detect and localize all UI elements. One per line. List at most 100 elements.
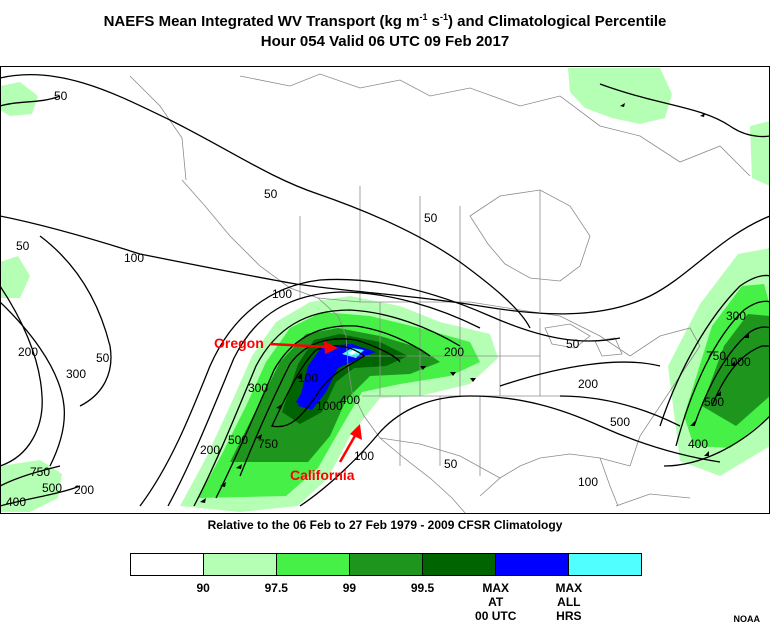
shade-97-northwest <box>0 82 38 116</box>
contour-label: 1000 <box>316 399 343 413</box>
contour-label: 100 <box>578 475 598 489</box>
contour-label: 200 <box>74 483 94 497</box>
map-title-line2: Hour 054 Valid 06 UTC 09 Feb 2017 <box>260 33 510 50</box>
percentile-shading <box>0 68 770 512</box>
contour-500-east <box>559 395 681 427</box>
legend-label: 90 <box>196 581 210 595</box>
california-arrow <box>338 433 358 463</box>
contour-labels: 50 50 50 50 100 100 200 300 50 100 300 5… <box>6 89 751 509</box>
contour-label: 200 <box>578 377 598 391</box>
noaa-credit: NOAA <box>733 614 761 624</box>
east-coast <box>629 327 701 467</box>
legend-label: 97.5 <box>264 581 288 595</box>
contour-100-south <box>299 395 721 507</box>
contour-label: 500 <box>704 395 724 409</box>
contour-label: 750 <box>258 437 278 451</box>
legend-swatch <box>423 554 496 575</box>
contour-50-west <box>39 235 112 407</box>
legend-swatch <box>350 554 423 575</box>
contour-label: 50 <box>16 239 30 253</box>
contour-label: 500 <box>42 481 62 495</box>
contour-label: 50 <box>444 457 458 471</box>
contour-300-ar <box>167 291 481 507</box>
climatology-subtitle: Relative to the 06 Feb to 27 Feb 1979 - … <box>207 518 563 532</box>
contour-label: 100 <box>298 371 318 385</box>
shade-97-farnorth <box>750 121 770 186</box>
flow-arrows <box>200 103 749 503</box>
legend-swatch <box>131 554 204 575</box>
contour-label: 400 <box>340 393 360 407</box>
contour-50-loop <box>0 95 61 107</box>
contour-label: 50 <box>264 187 278 201</box>
contour-300-west <box>0 301 66 467</box>
contour-label: 500 <box>610 415 630 429</box>
contour-label: 300 <box>248 381 268 395</box>
annotations: Oregon California <box>214 335 362 483</box>
contour-200 <box>0 285 43 467</box>
great-lakes <box>544 323 623 357</box>
contour-500-atl <box>675 300 770 447</box>
oregon-arrow <box>269 342 329 349</box>
contour-label: 50 <box>566 337 580 351</box>
contour-200-ar <box>139 278 621 507</box>
contour-label: 750 <box>706 349 726 363</box>
percentile-legend <box>130 553 642 576</box>
legend-label: MAX ALL HRS <box>555 581 583 623</box>
contour-label: 50 <box>54 89 68 103</box>
shade-peak-ar-core <box>348 350 357 355</box>
legend-swatch <box>569 554 641 575</box>
shade-97-sw <box>0 460 62 512</box>
legend-label: 99 <box>342 581 357 595</box>
contour-100-outer <box>0 215 770 315</box>
contour-50-northeast <box>599 83 770 138</box>
contour-label: 300 <box>66 367 86 381</box>
contour-label: 100 <box>354 449 374 463</box>
hudson-bay <box>469 189 591 282</box>
map-title-line1: NAEFS Mean Integrated WV Transport (kg m… <box>103 12 667 30</box>
geography <box>129 73 751 514</box>
us-canada-border <box>317 297 631 357</box>
contour-label: 400 <box>6 495 26 509</box>
shade-97-westblob <box>0 256 30 298</box>
contour-sw-500 <box>0 485 81 507</box>
contour-label: 100 <box>272 287 292 301</box>
cuba <box>615 493 691 507</box>
contour-300-atl <box>659 274 770 427</box>
contour-label: 200 <box>200 443 220 457</box>
legend-label: 99.5 <box>410 581 435 595</box>
contour-400-ar <box>193 309 461 507</box>
contour-label: 750 <box>30 465 50 479</box>
contour-label: 500 <box>228 433 248 447</box>
contour-label: 100 <box>124 251 144 265</box>
contour-200-east <box>499 361 661 387</box>
shade-995-atlantic <box>702 314 770 426</box>
florida <box>599 457 619 507</box>
contour-label: 200 <box>18 345 38 359</box>
oregon-label: Oregon <box>214 335 264 351</box>
contour-label: 50 <box>424 211 438 225</box>
contour-label: 300 <box>726 309 746 323</box>
contour-400-atl <box>663 415 770 467</box>
contour-label: 50 <box>96 351 110 365</box>
province-lines <box>299 186 541 312</box>
canada-arctic <box>239 73 751 177</box>
alaska-coast <box>129 75 187 181</box>
california-arrowhead <box>350 424 362 440</box>
contour-750-atl <box>693 326 770 427</box>
contour-750-ar <box>239 338 401 477</box>
ivt-map: 50 50 50 50 100 100 200 300 50 100 300 5… <box>0 66 770 514</box>
legend-label: MAX AT 00 UTC <box>475 581 517 623</box>
contour-50-north <box>0 74 531 329</box>
oregon-arrowhead <box>324 341 338 354</box>
legend-swatch <box>204 554 277 575</box>
contour-label: 1000 <box>724 355 751 369</box>
legend-swatch <box>496 554 569 575</box>
legend-swatch <box>277 554 350 575</box>
west-coast <box>181 179 467 514</box>
contour-500-ar <box>215 325 431 499</box>
contour-label: 400 <box>688 437 708 451</box>
contour-sw-750 <box>0 465 61 487</box>
mexico-border <box>379 437 501 479</box>
contour-label: 200 <box>444 345 464 359</box>
california-label: California <box>290 467 355 483</box>
